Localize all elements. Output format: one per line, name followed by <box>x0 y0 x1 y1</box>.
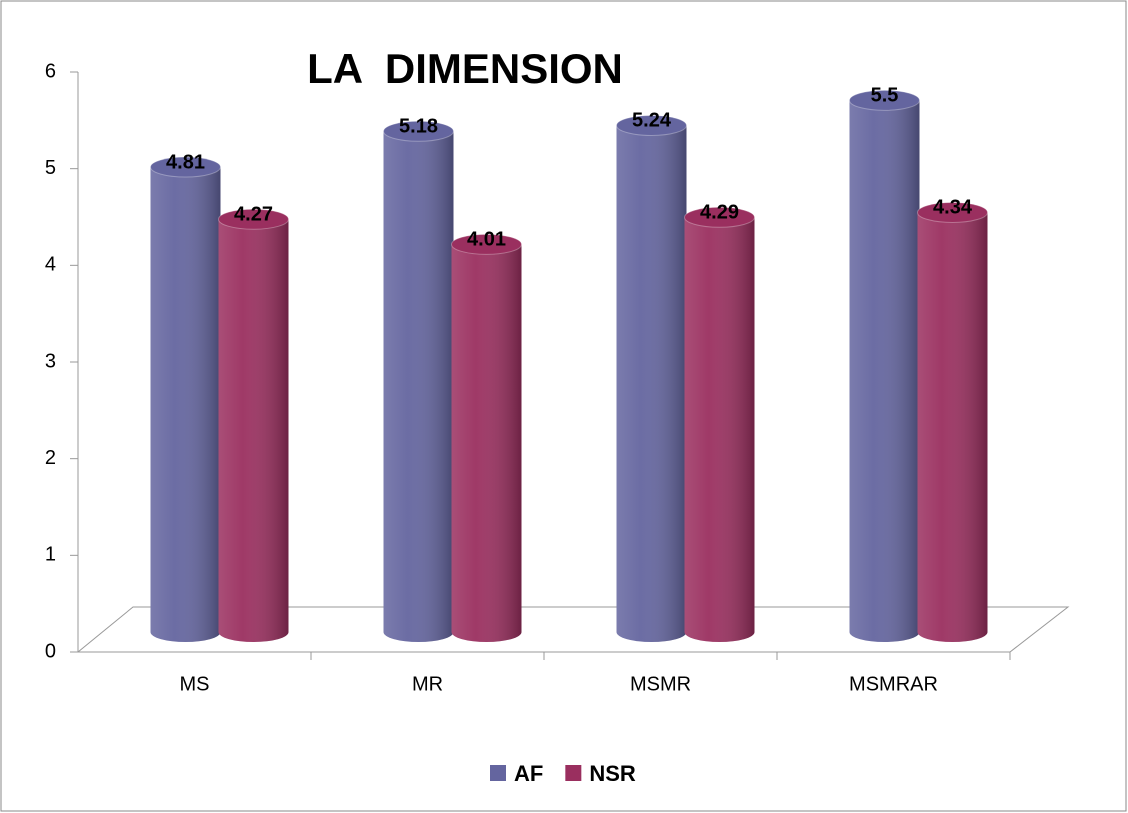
floor <box>76 606 1070 653</box>
legend-label: AF <box>514 761 543 786</box>
y-tick-label: 0 <box>45 640 56 662</box>
bar-shade <box>218 219 289 642</box>
x-tick-label: MSMR <box>630 673 691 695</box>
value-label: 4.81 <box>166 151 205 173</box>
bar-top <box>616 114 687 136</box>
y-tick-label: 4 <box>45 254 56 276</box>
value-label: 5.24 <box>632 110 672 132</box>
x-tick-label: MSMRAR <box>849 673 938 695</box>
value-label: 5.18 <box>399 116 438 138</box>
value-label: 4.01 <box>467 229 506 251</box>
legend-swatch <box>565 765 582 781</box>
bar-top <box>917 201 988 223</box>
value-label: 4.34 <box>933 197 973 219</box>
legend-label: NSR <box>589 761 636 786</box>
value-label: 5.5 <box>871 85 899 107</box>
bar-top <box>150 156 221 178</box>
bar-top <box>684 206 755 228</box>
y-tick-label: 5 <box>45 157 56 179</box>
bar-shade <box>684 217 755 643</box>
value-label: 4.29 <box>700 202 739 224</box>
bar-shade <box>150 167 221 643</box>
bar-shade <box>849 100 920 643</box>
x-tick-label: MS <box>180 673 210 695</box>
chart-title: LA DIMENSION <box>307 45 623 92</box>
y-tick-label: 6 <box>45 60 56 82</box>
bar-top <box>383 120 454 142</box>
bar-shade <box>917 212 988 642</box>
bar-top <box>218 208 289 230</box>
bar-shade <box>383 131 454 642</box>
bar-shade <box>616 125 687 642</box>
y-tick-label: 1 <box>45 544 56 566</box>
value-label: 4.27 <box>234 204 273 226</box>
y-tick-label: 3 <box>45 350 56 372</box>
legend-swatch <box>490 765 506 781</box>
bar-top <box>451 233 522 255</box>
bar-top <box>849 89 920 111</box>
y-tick-label: 2 <box>45 447 56 469</box>
x-tick-label: MR <box>412 673 443 695</box>
bar-shade <box>451 244 522 642</box>
